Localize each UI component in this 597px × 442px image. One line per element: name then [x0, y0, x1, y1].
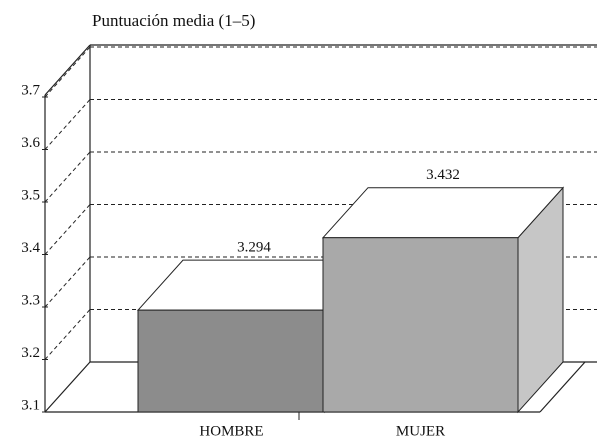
chart-title: Puntuación media (1–5): [92, 11, 255, 30]
y-tick-label: 3.6: [21, 135, 40, 151]
floor-right: [539, 361, 586, 413]
y-tick-label: 3.7: [21, 82, 40, 98]
grid-diagonal: [44, 309, 91, 360]
y-tick-label: 3.1: [21, 397, 40, 413]
y-tick-label: 3.5: [21, 187, 40, 203]
value-label: 3.294: [237, 240, 271, 256]
corner-edge: [44, 44, 91, 96]
grid-diagonal: [44, 151, 91, 203]
value-label: 3.432: [426, 167, 460, 183]
floor-left: [44, 361, 91, 413]
bar: [137, 309, 326, 413]
y-tick-label: 3.3: [21, 292, 40, 308]
grid-diagonal: [44, 99, 91, 150]
grid-diagonal: [44, 204, 91, 255]
y-tick-label: 3.4: [21, 240, 40, 256]
grid-diagonal: [44, 256, 91, 308]
x-tick-label: HOMBRE: [199, 423, 263, 439]
y-tick-label: 3.2: [21, 345, 40, 361]
grid-diagonal: [44, 46, 91, 98]
bar: [322, 237, 519, 413]
x-tick-label: MUJER: [396, 423, 445, 439]
